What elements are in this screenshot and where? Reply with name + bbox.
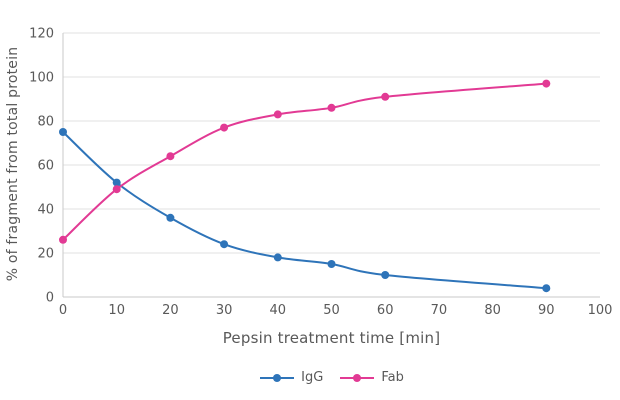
fab-marker — [273, 110, 282, 119]
igg-marker — [112, 178, 121, 187]
x-axis-title: Pepsin treatment time [min] — [222, 329, 441, 347]
y-tick-label: 60 — [37, 159, 54, 174]
igg-marker — [166, 213, 175, 222]
y-tick-label: 80 — [37, 115, 54, 130]
igg-line-marker-icon — [260, 373, 295, 382]
fab-marker — [166, 152, 175, 161]
fab-marker — [220, 123, 229, 132]
igg-marker — [59, 128, 67, 136]
x-tick-label: 50 — [323, 303, 340, 318]
fab-line — [62, 82, 548, 241]
y-tick-label: 40 — [37, 203, 54, 218]
igg-marker — [381, 271, 390, 279]
igg-marker — [327, 260, 336, 268]
y-tick-label: 100 — [29, 71, 54, 86]
igg-line — [62, 131, 548, 290]
x-tick-label: 80 — [484, 303, 501, 318]
y-tick-label: 0 — [46, 291, 54, 306]
fab-marker — [381, 92, 390, 101]
igg-marker — [220, 240, 229, 249]
legend-label-fab: Fab — [381, 370, 404, 385]
legend: IgG Fab — [63, 370, 600, 385]
fab-marker — [542, 79, 551, 88]
x-tick-label: 40 — [270, 303, 287, 318]
legend-label-igg: IgG — [301, 370, 324, 385]
y-axis-title: % of fragment from total protein — [5, 46, 21, 282]
x-tick-label: 0 — [59, 303, 67, 318]
x-tick-label: 70 — [431, 303, 448, 318]
y-tick-label: 20 — [37, 247, 54, 262]
x-tick-label: 100 — [588, 303, 613, 318]
fab-line-marker-icon — [340, 373, 375, 382]
fab-marker — [327, 103, 336, 112]
legend-item-igg: IgG — [259, 370, 323, 385]
fab-marker — [112, 185, 121, 194]
legend-item-fab: Fab — [339, 370, 404, 385]
x-tick-label: 90 — [538, 303, 555, 318]
igg-marker — [542, 284, 551, 293]
fab-marker — [59, 235, 67, 244]
x-tick-label: 60 — [377, 303, 394, 318]
x-tick-label: 20 — [162, 303, 179, 318]
x-tick-label: 10 — [108, 303, 125, 318]
igg-marker — [273, 253, 282, 262]
y-tick-label: 120 — [29, 27, 54, 42]
x-tick-label: 30 — [216, 303, 233, 318]
